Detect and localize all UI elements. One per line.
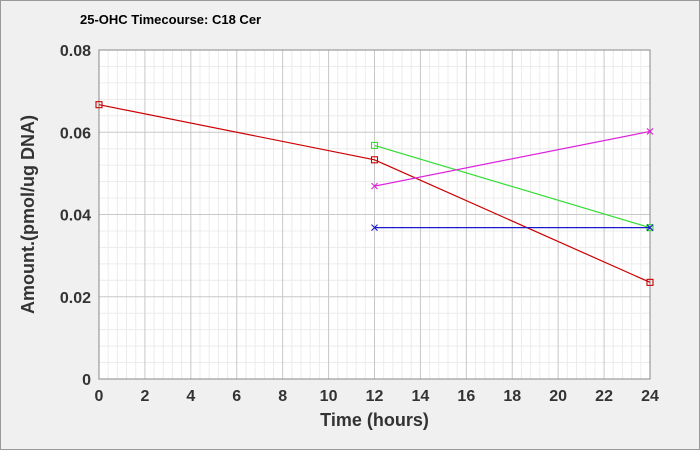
data-point-square [95,101,103,109]
x-tick-label: 18 [503,388,521,405]
x-tick-label: 4 [186,388,195,405]
x-tick-label: 2 [140,388,149,405]
data-point-x [371,224,378,232]
x-axis-label: Time (hours) [320,410,429,430]
data-point-square [646,278,654,286]
x-tick-label: 16 [457,388,475,405]
data-point-x [371,182,378,190]
x-tick-label: 0 [95,388,104,405]
x-tick-label: 22 [595,388,613,405]
x-tick-label: 6 [232,388,241,405]
y-tick-label: 0.02 [60,290,91,307]
series-line [374,144,651,229]
x-tick-label: 14 [412,388,430,405]
x-tick-label: 12 [366,388,384,405]
y-tick-label: 0.06 [60,125,91,142]
x-tick-label: 24 [641,388,659,405]
y-tick-label: 0.08 [60,43,91,60]
x-tick-label: 10 [320,388,338,405]
y-tick-label: 0 [82,372,91,389]
y-tick-labels: 0 0.02 0.04 0.06 0.08 [60,43,91,389]
y-tick-label: 0.04 [60,208,91,225]
series-layer [95,101,654,286]
y-axis-label: Amount.(pmol/ug DNA) [18,115,38,314]
series-line [98,104,651,283]
data-point-square [370,156,379,164]
chart-title: 25-OHC Timecourse: C18 Cer [80,12,261,27]
x-tick-label: 8 [278,388,287,405]
series-line [374,130,651,187]
data-point-x [646,224,654,232]
x-tick-label: 20 [549,388,567,405]
x-tick-labels: 0 2 4 6 8 10 12 14 16 18 20 22 24 [95,388,659,405]
plot-border [98,49,651,380]
data-point-x [646,128,654,135]
data-point-square [370,141,379,149]
